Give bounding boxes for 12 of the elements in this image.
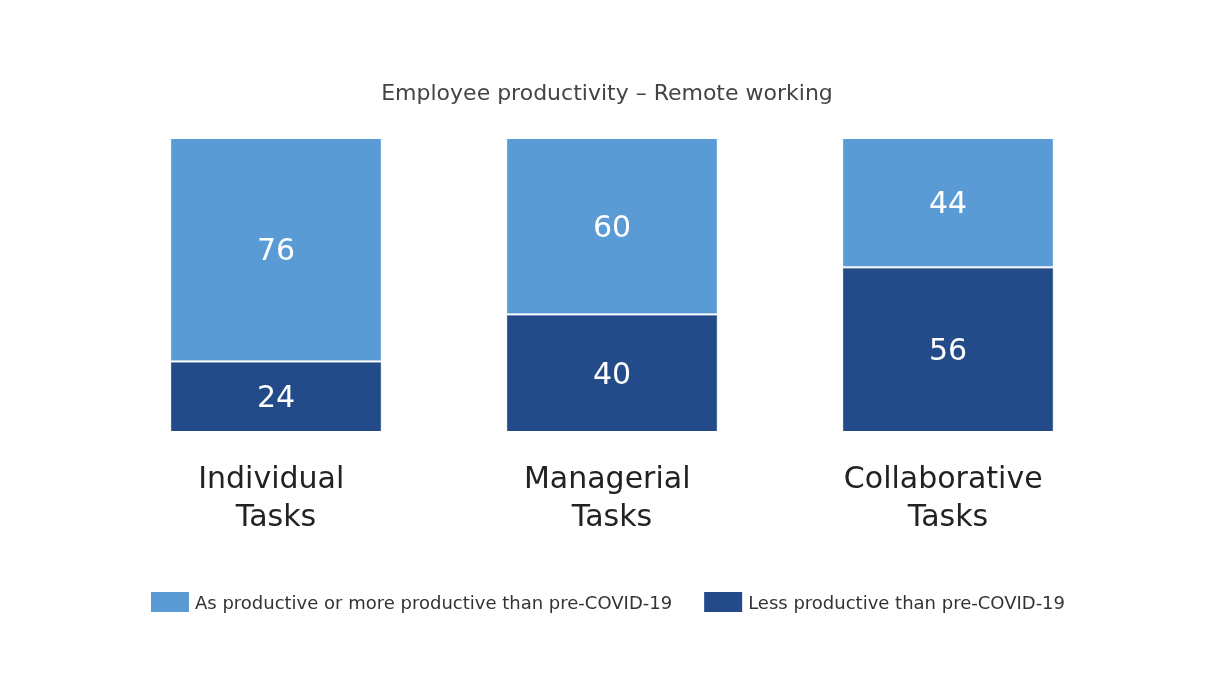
x-tick-label: Managerial Tasks xyxy=(523,459,701,533)
x-tick-label: Collaborative Tasks xyxy=(843,459,1053,533)
data-label: 60 xyxy=(592,208,632,244)
legend-label: Less productive than pre-COVID-19 xyxy=(748,591,1066,613)
data-label: 44 xyxy=(928,185,968,221)
x-tick-label: Individual Tasks xyxy=(198,459,354,533)
legend-label: As productive or more productive than pre-COVID-19 xyxy=(194,591,673,613)
data-label: 56 xyxy=(928,332,968,368)
data-label: 24 xyxy=(256,379,296,415)
data-label: 76 xyxy=(256,232,296,268)
chart-title: Employee productivity – Remote working xyxy=(381,79,833,105)
data-label: 40 xyxy=(592,355,632,391)
